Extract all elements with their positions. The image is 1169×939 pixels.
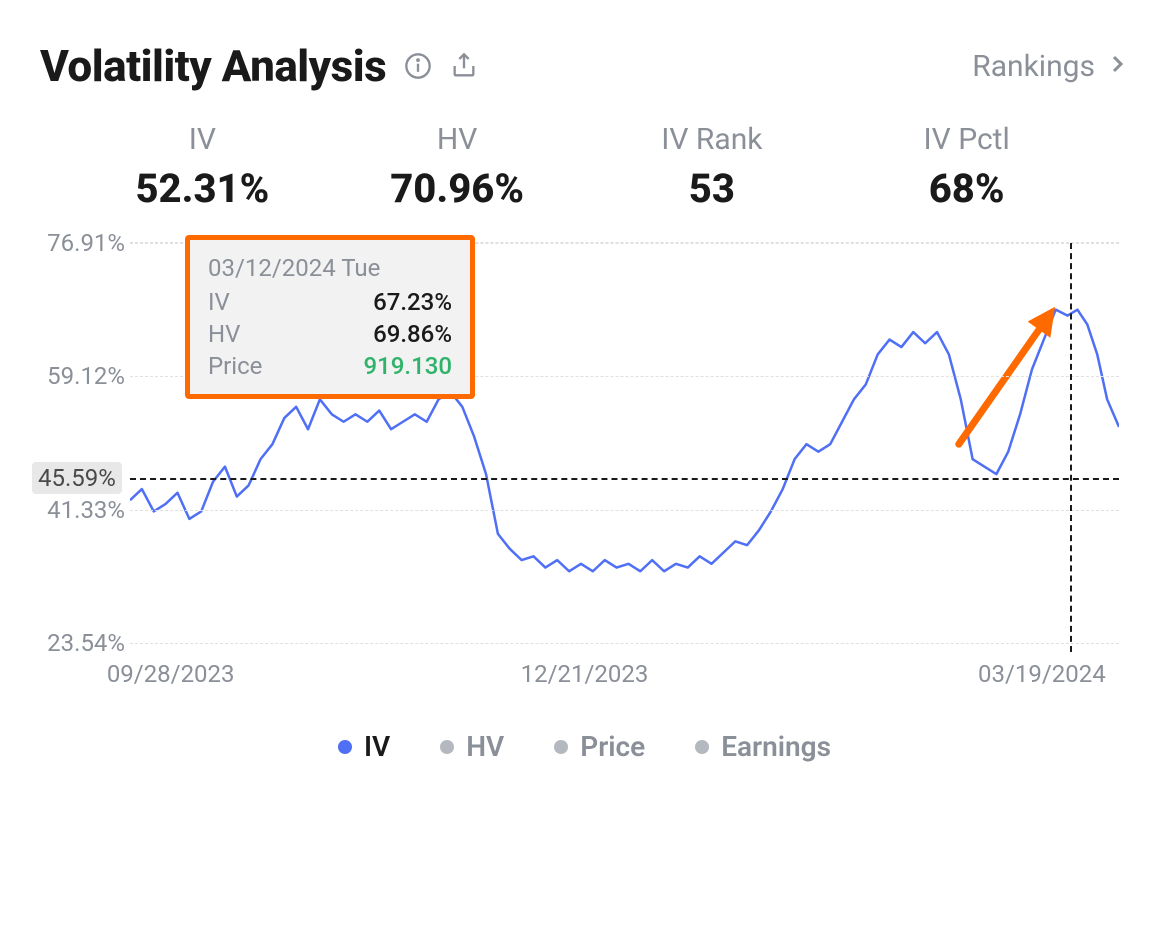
metric-value: 52.31% (90, 165, 315, 212)
metric-value: 68% (854, 165, 1079, 212)
y-axis-tick: 45.59% (32, 462, 122, 494)
legend-item-hv[interactable]: HV (440, 730, 504, 763)
legend-dot (554, 740, 568, 754)
legend-dot (440, 740, 454, 754)
legend-item-iv[interactable]: IV (338, 730, 390, 763)
chart[interactable]: 03/12/2024 Tue IV 67.23% HV 69.86% Price… (40, 242, 1129, 642)
metric-value: 53 (600, 165, 825, 212)
tooltip-row-hv: HV 69.86% (208, 320, 452, 348)
share-icon[interactable] (450, 52, 478, 80)
tooltip-val: 69.86% (373, 320, 452, 348)
legend-dot (695, 740, 709, 754)
chevron-right-icon (1105, 49, 1129, 84)
x-axis-tick: 12/21/2023 (521, 660, 649, 688)
metrics-row: IV 52.31% HV 70.96% IV Rank 53 IV Pctl 6… (40, 122, 1129, 212)
tooltip-key: HV (208, 320, 240, 348)
metric-iv: IV 52.31% (90, 122, 315, 212)
metric-label: IV Rank (600, 122, 825, 157)
chart-tooltip: 03/12/2024 Tue IV 67.23% HV 69.86% Price… (185, 235, 475, 399)
rankings-link[interactable]: Rankings (972, 49, 1129, 84)
legend-label: HV (466, 730, 504, 763)
metric-label: IV (90, 122, 315, 157)
page-title: Volatility Analysis (40, 40, 386, 92)
y-axis-tick: 23.54% (40, 629, 125, 657)
tooltip-key: IV (208, 288, 230, 316)
tooltip-row-price: Price 919.130 (208, 352, 452, 380)
cursor-vertical (1070, 243, 1072, 652)
legend-dot (338, 740, 352, 754)
x-axis-tick: 09/28/2023 (107, 660, 235, 688)
metric-iv-rank: IV Rank 53 (600, 122, 825, 212)
tooltip-key: Price (208, 352, 262, 380)
tooltip-date: 03/12/2024 Tue (208, 254, 452, 282)
x-axis-tick: 03/19/2024 (978, 660, 1106, 688)
chart-plot-area[interactable]: 03/12/2024 Tue IV 67.23% HV 69.86% Price… (130, 242, 1119, 642)
metric-iv-pctl: IV Pctl 68% (854, 122, 1079, 212)
y-axis-tick: 41.33% (40, 496, 125, 524)
y-axis-tick: 76.91% (40, 229, 125, 257)
legend-label: Price (580, 730, 645, 763)
metric-label: IV Pctl (854, 122, 1079, 157)
metric-hv: HV 70.96% (345, 122, 570, 212)
chart-legend: IV HV Price Earnings (40, 730, 1129, 763)
y-axis-tick: 59.12% (40, 362, 125, 390)
legend-item-price[interactable]: Price (554, 730, 645, 763)
metric-label: HV (345, 122, 570, 157)
info-icon[interactable] (404, 52, 432, 80)
legend-label: Earnings (721, 730, 831, 763)
tooltip-val: 919.130 (363, 352, 452, 380)
x-axis-labels: 09/28/2023 12/21/2023 03/19/2024 (40, 660, 1129, 690)
tooltip-val: 67.23% (373, 288, 452, 316)
rankings-label: Rankings (972, 49, 1095, 84)
legend-item-earnings[interactable]: Earnings (695, 730, 831, 763)
cursor-horizontal (130, 478, 1119, 480)
legend-label: IV (364, 730, 390, 763)
tooltip-row-iv: IV 67.23% (208, 288, 452, 316)
header-left: Volatility Analysis (40, 40, 478, 92)
metric-value: 70.96% (345, 165, 570, 212)
header: Volatility Analysis Rankings (40, 40, 1129, 92)
